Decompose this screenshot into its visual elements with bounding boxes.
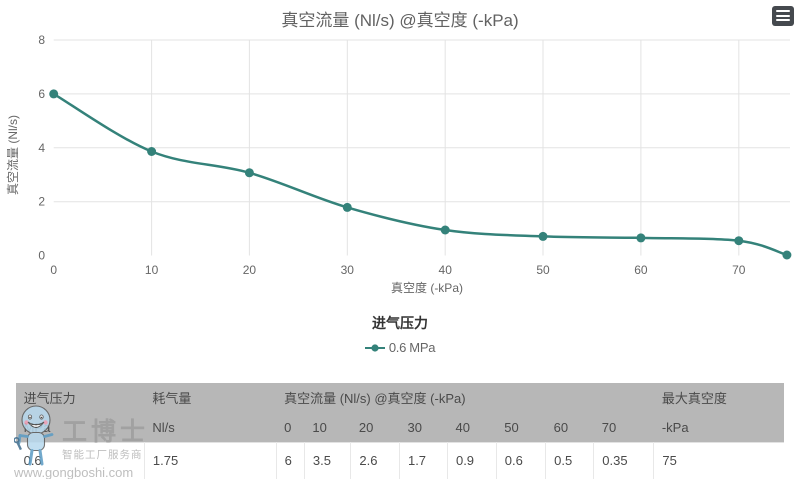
svg-text:20: 20 — [243, 263, 257, 277]
svg-text:8: 8 — [38, 33, 45, 47]
svg-text:2: 2 — [38, 195, 45, 209]
svg-text:70: 70 — [732, 263, 746, 277]
svg-text:10: 10 — [145, 263, 159, 277]
svg-text:50: 50 — [536, 263, 550, 277]
svg-text:6: 6 — [38, 87, 45, 101]
svg-text:0: 0 — [38, 249, 45, 263]
svg-text:30: 30 — [341, 263, 355, 277]
svg-text:60: 60 — [634, 263, 648, 277]
svg-text:0: 0 — [50, 263, 57, 277]
svg-text:4: 4 — [38, 141, 45, 155]
svg-text:真空度 (-kPa): 真空度 (-kPa) — [391, 280, 463, 295]
svg-text:40: 40 — [439, 263, 453, 277]
svg-text:真空流量 (Nl/s): 真空流量 (Nl/s) — [6, 115, 20, 195]
